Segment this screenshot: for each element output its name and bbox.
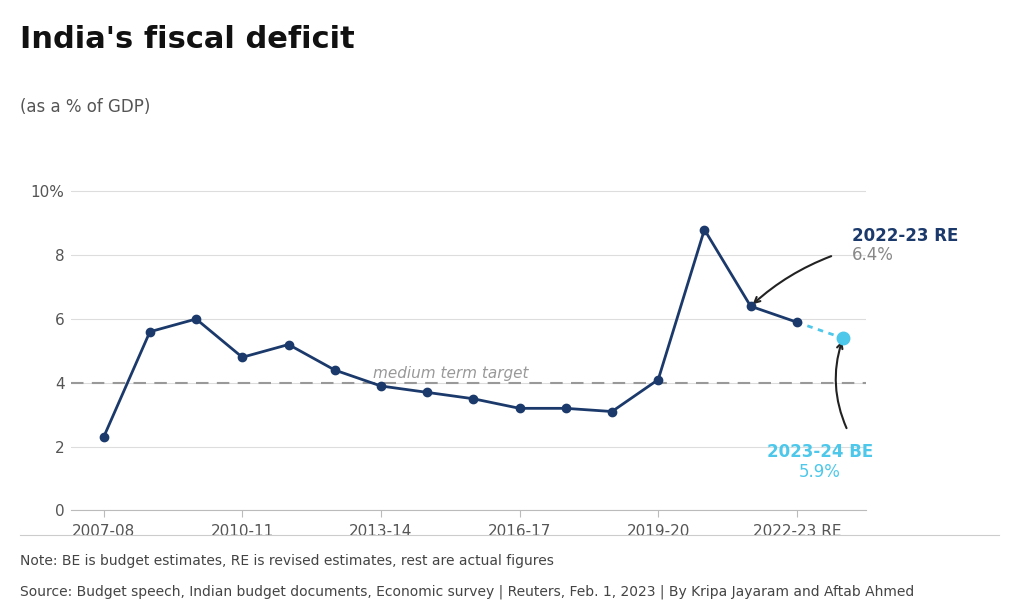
Text: Note: BE is budget estimates, RE is revised estimates, rest are actual figures: Note: BE is budget estimates, RE is revi… [20, 554, 554, 568]
Text: 2022-23 RE: 2022-23 RE [852, 227, 959, 245]
Text: 6.4%: 6.4% [852, 246, 894, 264]
Text: 2023-24 BE: 2023-24 BE [767, 443, 873, 461]
Text: 5.9%: 5.9% [799, 462, 841, 480]
Text: Source: Budget speech, Indian budget documents, Economic survey | Reuters, Feb. : Source: Budget speech, Indian budget doc… [20, 584, 915, 599]
Text: (as a % of GDP): (as a % of GDP) [20, 98, 151, 116]
Text: medium term target: medium term target [373, 366, 528, 381]
Text: India's fiscal deficit: India's fiscal deficit [20, 25, 356, 54]
